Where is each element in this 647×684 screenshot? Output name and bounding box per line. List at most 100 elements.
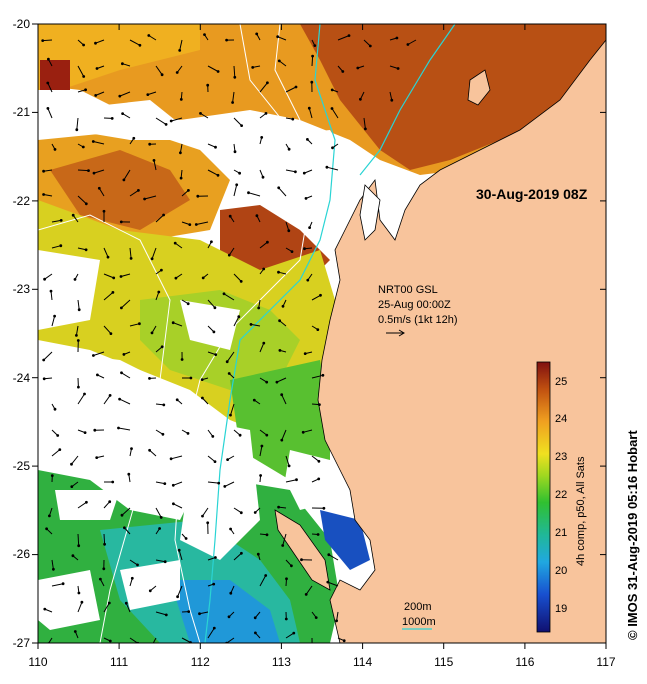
current-arrow-head xyxy=(108,639,112,643)
current-arrow xyxy=(196,221,209,225)
current-arrow xyxy=(77,393,85,405)
current-arrow-head xyxy=(265,433,269,437)
current-arrow-head xyxy=(127,472,131,476)
current-arrow xyxy=(276,377,287,383)
current-arrow-head xyxy=(233,150,237,154)
current-arrow xyxy=(77,195,87,205)
current-arrow xyxy=(278,187,287,197)
current-arrow-head xyxy=(171,321,175,325)
current-arrow-head xyxy=(61,582,65,586)
current-arrow-head xyxy=(306,278,310,282)
current-arrow-head xyxy=(277,59,281,63)
current-arrow xyxy=(103,395,111,405)
current-arrow-head xyxy=(303,352,307,356)
current-arrow-head xyxy=(95,456,99,460)
current-arrow-head xyxy=(45,527,48,531)
current-arrow-head xyxy=(80,600,84,604)
current-arrow xyxy=(305,585,313,595)
current-arrow-head xyxy=(212,330,216,334)
current-arrow xyxy=(281,429,287,441)
current-arrow xyxy=(155,214,164,223)
current-arrow xyxy=(103,292,114,301)
current-arrow-head xyxy=(117,426,120,430)
current-arrow xyxy=(311,56,314,67)
current-arrow-head xyxy=(210,240,213,244)
current-arrow-head xyxy=(223,485,227,488)
current-arrow-head xyxy=(187,610,191,613)
x-tick-label: 110 xyxy=(28,655,47,669)
current-arrow xyxy=(103,325,112,334)
current-arrow xyxy=(259,82,268,93)
current-arrow-head xyxy=(71,554,75,558)
current-arrow-head xyxy=(278,319,282,323)
current-arrow xyxy=(77,501,87,509)
current-arrow-head xyxy=(93,428,97,432)
current-arrow-head xyxy=(200,378,204,382)
current-arrow xyxy=(71,455,79,465)
current-arrow-head xyxy=(239,280,243,283)
current-arrow-head xyxy=(75,128,79,132)
current-arrow xyxy=(259,575,267,587)
current-arrow-head xyxy=(162,403,166,407)
current-arrow-head xyxy=(284,617,288,621)
current-arrow xyxy=(199,611,209,615)
current-arrow xyxy=(51,219,62,223)
current-arrow-head xyxy=(177,548,181,552)
current-arrow-head xyxy=(321,373,325,377)
current-arrow-head xyxy=(97,186,101,190)
current-arrow xyxy=(149,449,157,457)
current-arrow xyxy=(259,241,268,249)
current-arrow-head xyxy=(171,483,175,487)
current-arrow-head xyxy=(158,527,162,530)
current-arrow xyxy=(328,554,339,561)
current-source-label: NRT00 GSL xyxy=(378,284,438,296)
current-arrow xyxy=(233,316,240,327)
current-arrow-head xyxy=(96,373,99,377)
current-arrow-head xyxy=(281,544,285,547)
current-arrow-head xyxy=(287,464,291,468)
current-arrow-head xyxy=(216,70,220,73)
current-arrow xyxy=(259,445,263,457)
y-tick-label: -23 xyxy=(13,282,31,296)
current-arrow-head xyxy=(186,432,190,435)
current-arrow-head xyxy=(176,595,180,599)
current-arrow-head xyxy=(295,478,298,482)
current-arrow-head xyxy=(46,107,50,110)
current-arrow-head xyxy=(396,67,400,70)
current-arrow-head xyxy=(317,477,321,481)
current-arrow-head xyxy=(122,178,126,182)
current-arrow-head xyxy=(118,397,121,401)
current-arrow-head xyxy=(95,67,99,70)
current-arrow-head xyxy=(164,613,168,617)
current-arrow xyxy=(259,429,268,436)
current-arrow-head xyxy=(259,474,263,477)
x-tick-label: 116 xyxy=(515,655,534,669)
current-arrow xyxy=(171,117,183,122)
current-arrow-head xyxy=(162,213,166,217)
current-arrow-head xyxy=(238,433,242,437)
current-arrow xyxy=(311,455,320,462)
current-arrow xyxy=(129,637,139,643)
current-arrow xyxy=(119,91,131,97)
isobath-200m-label: 200m xyxy=(404,601,432,613)
current-arrow-head xyxy=(130,447,133,451)
current-arrow xyxy=(233,273,242,282)
current-arrow-head xyxy=(280,438,284,442)
current-arrow-head xyxy=(157,290,161,294)
current-arrow-head xyxy=(160,73,164,77)
current-arrow-head xyxy=(311,54,315,58)
current-arrow xyxy=(47,108,53,119)
current-arrow-head xyxy=(318,403,321,407)
current-arrow xyxy=(119,398,131,405)
current-arrow xyxy=(42,39,53,42)
current-arrow-head xyxy=(225,360,229,364)
current-arrow xyxy=(129,247,132,259)
current-arrow-head xyxy=(222,292,226,296)
current-arrow-head xyxy=(277,505,281,509)
reference-arrow-icon xyxy=(386,329,405,337)
current-arrow xyxy=(76,117,79,130)
current-arrow-head xyxy=(77,591,81,595)
current-arrow xyxy=(95,91,105,96)
current-arrow-head xyxy=(82,43,85,47)
current-arrow-head xyxy=(164,123,168,126)
